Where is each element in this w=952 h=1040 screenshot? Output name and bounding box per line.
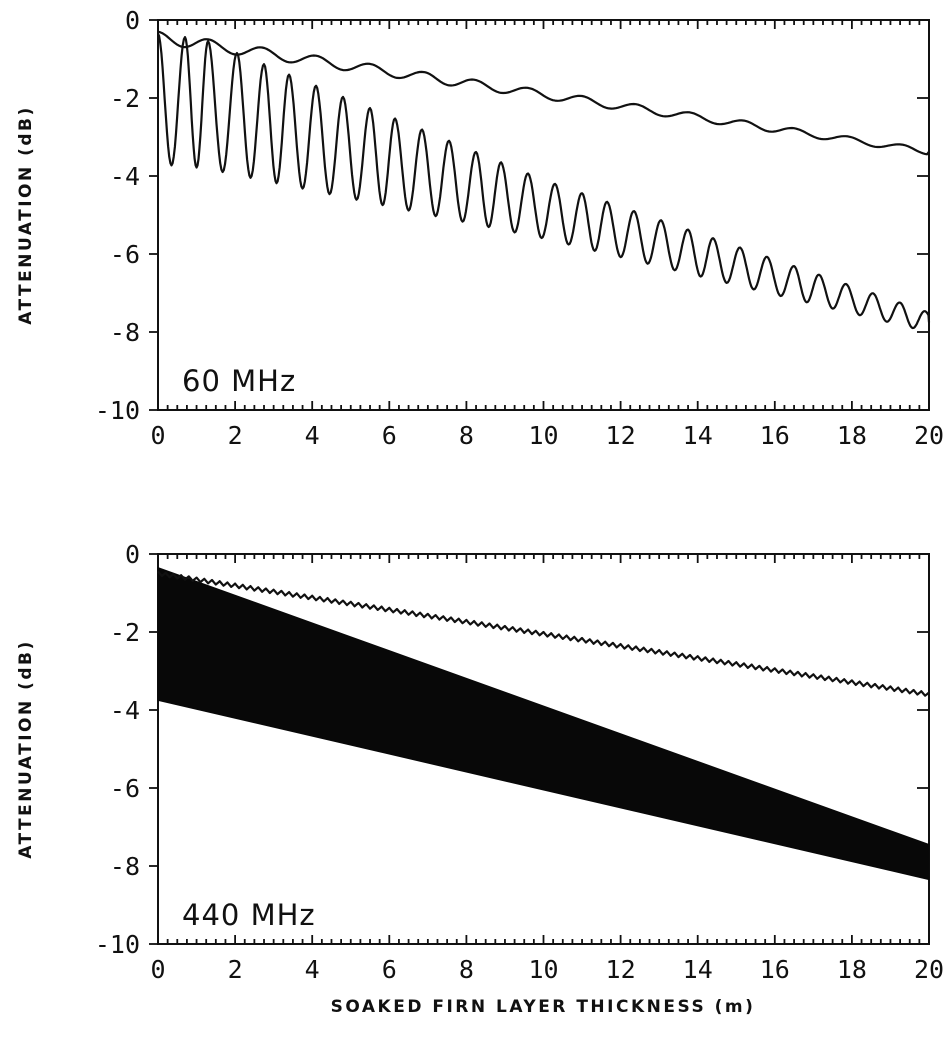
x-tick-labels: 0 2 4 6 8 10 12 14 16 18 20 (150, 421, 944, 450)
tick-marks (149, 19, 930, 411)
x-tick-label: 0 (150, 955, 165, 984)
x-tick-label: 0 (150, 421, 165, 450)
y-tick-label: -4 (110, 162, 140, 191)
x-tick-label: 10 (528, 421, 558, 450)
x-tick-label: 4 (305, 421, 320, 450)
y-tick-label: -4 (110, 696, 140, 725)
panel-label-60mhz: 60 MHz (182, 364, 296, 398)
x-tick-label: 6 (382, 421, 397, 450)
x-tick-label: 10 (528, 955, 558, 984)
x-tick-label: 2 (228, 955, 243, 984)
x-tick-label: 8 (459, 421, 474, 450)
x-tick-label: 16 (760, 955, 790, 984)
y-tick-labels: 0 -2 -4 -6 -8 -10 (95, 6, 140, 425)
y-tick-label: -10 (95, 930, 140, 959)
x-axis-title: SOAKED FIRN LAYER THICKNESS (m) (331, 997, 756, 1017)
x-tick-label: 18 (837, 421, 867, 450)
y-tick-label: -6 (110, 240, 140, 269)
x-tick-labels: 0 2 4 6 8 10 12 14 16 18 20 (150, 955, 944, 984)
series-layer (157, 30, 931, 330)
x-tick-label: 4 (305, 955, 320, 984)
y-tick-label: -2 (110, 618, 140, 647)
series-layer (157, 566, 930, 881)
x-tick-label: 6 (382, 955, 397, 984)
panel-label-440mhz: 440 MHz (182, 898, 316, 932)
y-axis-title: ATTENUATION (dB) (16, 639, 36, 859)
series-line-1 (157, 30, 930, 156)
x-tick-label: 14 (683, 955, 713, 984)
x-tick-label: 18 (837, 955, 867, 984)
y-tick-label: 0 (125, 540, 140, 569)
y-axis-title: ATTENUATION (dB) (16, 105, 36, 325)
plot-frame (157, 19, 930, 411)
x-tick-label: 8 (459, 955, 474, 984)
y-tick-label: -6 (110, 774, 140, 803)
x-tick-label: 14 (683, 421, 713, 450)
series-line-0 (157, 33, 931, 330)
x-tick-label: 16 (760, 421, 790, 450)
series-440mhz-band (157, 566, 930, 881)
y-tick-label: -8 (110, 318, 140, 347)
y-tick-label: -8 (110, 852, 140, 881)
x-tick-label: 20 (914, 421, 944, 450)
chart-panel-440mhz: 0 2 4 6 8 10 12 14 16 18 20 0 -2 -4 -6 -8 -10 440 MHz A… (16, 540, 944, 1017)
chart-panel-60mhz: 0 2 4 6 8 10 12 14 16 18 20 0 -2 -4 -6 -8 -10 60 MHz AT… (16, 6, 944, 450)
x-tick-label: 12 (606, 955, 636, 984)
x-tick-label: 12 (606, 421, 636, 450)
y-tick-label: -10 (95, 396, 140, 425)
y-tick-labels: 0 -2 -4 -6 -8 -10 (95, 540, 140, 959)
series-line-1 (157, 570, 930, 697)
y-tick-label: 0 (125, 6, 140, 35)
tick-marks (149, 553, 930, 945)
x-tick-label: 20 (914, 955, 944, 984)
y-tick-label: -2 (110, 84, 140, 113)
x-tick-label: 2 (228, 421, 243, 450)
